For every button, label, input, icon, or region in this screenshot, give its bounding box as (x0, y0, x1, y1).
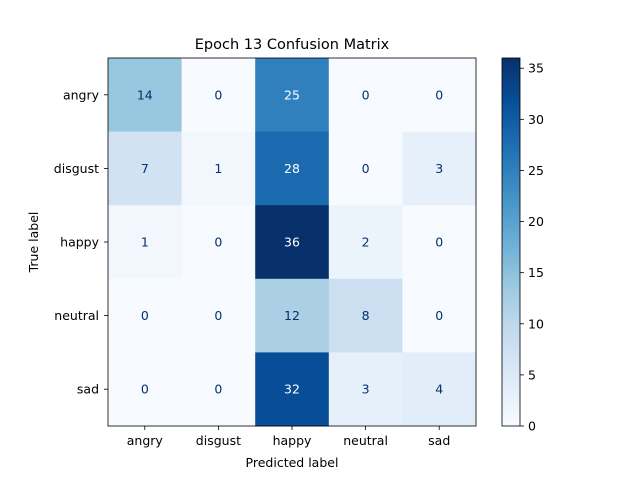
colorbar-tick-label: 30 (528, 112, 544, 127)
cell-value-label: 36 (284, 235, 300, 250)
x-axis-title: Predicted label (246, 455, 339, 470)
y-axis: angry disgust happy neutral sad (54, 87, 108, 397)
heatmap-cell (181, 278, 256, 353)
colorbar: 0 5 10 15 20 25 30 35 (501, 57, 544, 434)
cell-value-label: 0 (141, 382, 149, 397)
y-axis-title: True label (26, 212, 41, 274)
cell-value-label: 25 (284, 87, 300, 102)
heatmap-cell (255, 131, 330, 206)
y-tick-label: angry (63, 87, 100, 102)
x-tick-label: neutral (343, 433, 388, 448)
cell-value-label: 0 (141, 308, 149, 323)
heatmap-cell (328, 58, 403, 133)
heatmap-cell (108, 131, 183, 206)
cell-value-label: 3 (435, 161, 443, 176)
cell-value-label: 0 (435, 308, 443, 323)
y-tick-label: neutral (54, 308, 99, 323)
x-tick-label: angry (127, 433, 164, 448)
heatmap-cell (328, 352, 403, 427)
cell-value-label: 4 (435, 382, 443, 397)
colorbar-tick-label: 20 (528, 214, 544, 229)
heatmap-cell (255, 278, 330, 353)
cell-value-label: 28 (284, 161, 300, 176)
heatmap-cell (255, 352, 330, 427)
cell-value-label: 32 (284, 382, 300, 397)
colorbar-tick-label: 15 (528, 265, 544, 280)
cell-value-label: 7 (141, 161, 149, 176)
heatmap-cell (328, 205, 403, 280)
heatmap-cell (328, 278, 403, 353)
heatmap-cell (402, 58, 477, 133)
colorbar-tick-label: 5 (528, 367, 536, 382)
cell-value-label: 1 (214, 161, 222, 176)
x-axis: angry disgust happy neutral sad (127, 426, 450, 448)
cell-value-label: 0 (362, 161, 370, 176)
x-tick-label: happy (273, 433, 312, 448)
x-tick-label: disgust (196, 433, 241, 448)
heatmap-cell (108, 58, 183, 133)
heatmap-cell (181, 131, 256, 206)
colorbar-tick-label: 0 (528, 419, 536, 434)
heatmap-cell (108, 205, 183, 280)
heatmap-cell (328, 131, 403, 206)
y-tick-label: happy (60, 235, 99, 250)
x-tick-label: sad (428, 433, 450, 448)
cell-value-label: 0 (214, 382, 222, 397)
y-tick-label: disgust (54, 161, 99, 176)
cell-value-label: 0 (214, 87, 222, 102)
heatmap-cell (402, 205, 477, 280)
cell-value-label: 2 (362, 235, 370, 250)
cell-value-label: 12 (284, 308, 300, 323)
cell-value-label: 0 (214, 308, 222, 323)
colorbar-tick-label: 10 (528, 316, 544, 331)
heatmap-cell (108, 352, 183, 427)
heatmap-cell (402, 131, 477, 206)
cell-value-label: 14 (137, 87, 153, 102)
cell-value-label: 8 (362, 308, 370, 323)
colorbar-tick-label: 25 (528, 163, 544, 178)
heatmap-cell (402, 352, 477, 427)
colorbar-tick-label: 35 (528, 61, 544, 76)
heatmap-cell (402, 278, 477, 353)
heatmap-cells (107, 57, 477, 427)
heatmap-cell-labels: 14 0 25 0 07 1 28 0 31 0 36 2 00 0 12 8 00 0 32 3 4 (137, 87, 443, 396)
colorbar-gradient (501, 57, 521, 427)
cell-value-label: 0 (435, 235, 443, 250)
heatmap-cell (108, 278, 183, 353)
cell-value-label: 3 (362, 382, 370, 397)
cell-value-label: 0 (435, 87, 443, 102)
cell-value-label: 0 (362, 87, 370, 102)
cell-value-label: 1 (141, 235, 149, 250)
heatmap-cell (181, 352, 256, 427)
heatmap-cell (255, 58, 330, 133)
heatmap-cell (181, 205, 256, 280)
chart-title: Epoch 13 Confusion Matrix (195, 37, 390, 53)
y-tick-label: sad (77, 382, 99, 397)
heatmap-cell (181, 58, 256, 133)
heatmap-cell (255, 205, 330, 280)
cell-value-label: 0 (214, 235, 222, 250)
